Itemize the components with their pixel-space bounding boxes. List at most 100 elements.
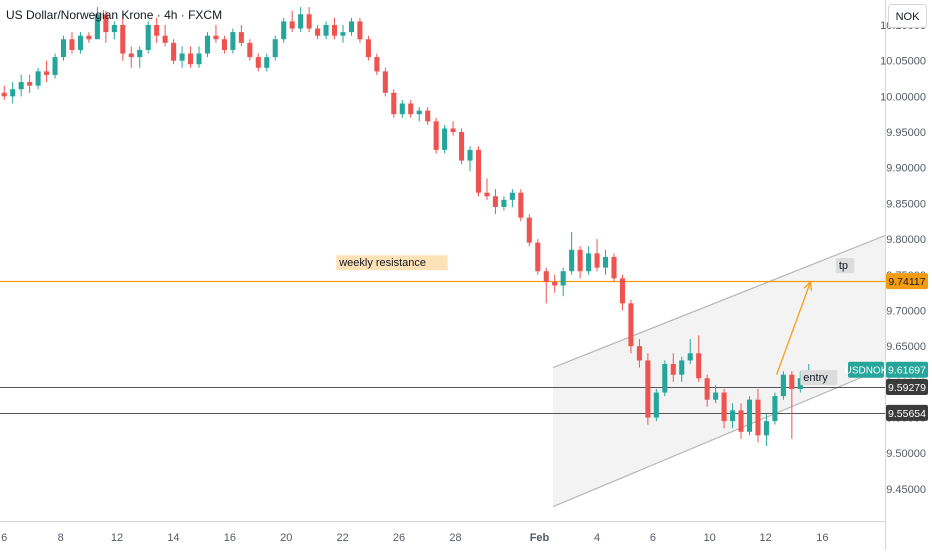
symbol-tag-text: USDNOK <box>845 366 888 377</box>
candle-body <box>636 346 642 361</box>
channel-lower-line[interactable] <box>552 367 886 508</box>
candle-body <box>247 42 253 58</box>
candle-body <box>128 53 134 58</box>
candle <box>213 24 219 43</box>
time-axis[interactable]: 6 8 12 14 16 20 22 26 28 Feb 4 6 10 12 16 <box>1 532 828 544</box>
price-tick-label: 9.90000 <box>886 163 926 175</box>
time-tick-label: 8 <box>58 532 64 544</box>
price-label-bg <box>886 404 928 421</box>
price-tick-label: 9.85000 <box>886 198 926 210</box>
candle <box>145 21 151 54</box>
annotations[interactable]: weekly resistance tp entry <box>336 255 855 386</box>
candle <box>721 388 727 429</box>
price-tick-label: 9.45000 <box>886 484 926 496</box>
candle <box>77 32 83 54</box>
candle <box>331 17 338 40</box>
candle <box>602 249 609 275</box>
candle-body <box>772 396 778 422</box>
currency-button[interactable]: NOK <box>888 4 927 28</box>
candle <box>425 107 431 125</box>
time-tick-label: 16 <box>224 532 236 544</box>
candle-body <box>357 21 363 40</box>
candle <box>171 39 177 65</box>
candle-body <box>577 249 583 272</box>
candle-body <box>272 39 278 58</box>
candle-body <box>52 57 58 75</box>
candle <box>645 353 651 425</box>
tp-label[interactable]: tp <box>835 258 855 274</box>
candle <box>52 53 58 79</box>
candle-body <box>213 35 219 40</box>
currency-button-label[interactable]: NOK <box>896 11 921 23</box>
time-tick-label: 12 <box>111 532 123 544</box>
candle <box>467 146 473 172</box>
candle <box>86 32 92 43</box>
candle-body <box>171 42 177 61</box>
candle-body <box>687 353 693 361</box>
candle <box>577 246 583 279</box>
candle-body <box>492 196 498 207</box>
candle-body <box>619 278 626 304</box>
candle-body <box>399 103 405 115</box>
candle <box>543 267 549 304</box>
time-tick-label: 4 <box>594 532 600 544</box>
candle-body <box>433 121 439 150</box>
candle <box>44 60 50 83</box>
candle-body <box>704 378 710 400</box>
entry-label-text: entry <box>803 372 828 384</box>
candle-body <box>746 399 753 432</box>
candle <box>586 246 592 275</box>
weekly-resistance-label[interactable]: weekly resistance <box>336 255 448 271</box>
candle-body <box>552 281 558 286</box>
candle-body <box>475 149 482 193</box>
candle <box>120 17 126 61</box>
candle <box>535 239 541 275</box>
chart-title: US Dollar/Norwegian Krone · 4h · FXCM <box>6 8 222 22</box>
candle <box>10 82 16 104</box>
candle <box>94 7 100 40</box>
time-tick-label: 6 <box>1 532 7 544</box>
time-tick-label: 10 <box>704 532 716 544</box>
candle <box>526 214 532 247</box>
candle <box>594 239 600 272</box>
candle <box>382 67 388 97</box>
currency-button-frame[interactable] <box>888 4 927 28</box>
candle-body <box>543 271 549 282</box>
target-arrow-head[interactable] <box>803 280 813 291</box>
candle-body <box>264 57 270 68</box>
candle <box>408 99 414 118</box>
candle <box>204 32 211 58</box>
tp-label-bg <box>835 258 855 274</box>
candle-body <box>679 360 685 375</box>
candle-body <box>374 57 380 72</box>
price-label-text: 9.74117 <box>888 276 925 288</box>
candle <box>763 413 769 447</box>
candle-body <box>730 410 736 422</box>
candle-body <box>331 24 338 36</box>
candle-body <box>535 242 541 272</box>
candle <box>188 46 194 68</box>
entry-label[interactable]: entry <box>800 370 838 386</box>
candle-body <box>382 71 388 93</box>
price-label-text: 9.59279 <box>888 382 926 394</box>
candle <box>662 360 668 397</box>
candle-body <box>713 392 719 400</box>
candle <box>459 128 465 165</box>
candle <box>306 7 312 33</box>
price-tick-label: 9.80000 <box>886 234 926 246</box>
candle <box>730 403 736 429</box>
channel-upper-line[interactable] <box>552 234 886 369</box>
target-arrow-line[interactable] <box>775 281 812 375</box>
candle-body <box>738 410 744 432</box>
candle <box>636 339 642 368</box>
candle-body <box>425 110 431 122</box>
candle <box>128 46 134 68</box>
candle <box>738 403 744 439</box>
candle <box>501 196 507 211</box>
candle-body <box>137 49 143 58</box>
candle-body <box>391 92 397 115</box>
horizontal-levels[interactable] <box>0 280 885 414</box>
